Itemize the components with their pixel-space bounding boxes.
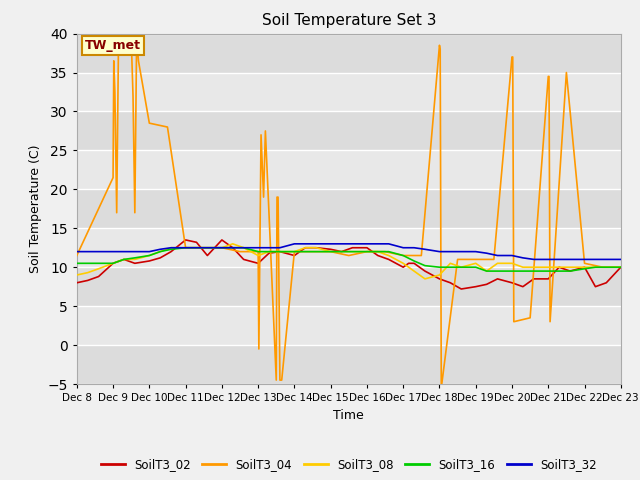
Bar <box>77 306 621 345</box>
Bar <box>77 189 621 228</box>
Bar <box>77 267 621 306</box>
Bar <box>77 72 621 111</box>
Bar <box>77 34 621 72</box>
Bar <box>77 150 621 189</box>
Bar <box>77 345 621 384</box>
Bar <box>77 111 621 150</box>
Y-axis label: Soil Temperature (C): Soil Temperature (C) <box>29 144 42 273</box>
Bar <box>77 228 621 267</box>
Text: TW_met: TW_met <box>85 39 141 52</box>
Title: Soil Temperature Set 3: Soil Temperature Set 3 <box>262 13 436 28</box>
X-axis label: Time: Time <box>333 408 364 421</box>
Legend: SoilT3_02, SoilT3_04, SoilT3_08, SoilT3_16, SoilT3_32: SoilT3_02, SoilT3_04, SoilT3_08, SoilT3_… <box>96 454 602 476</box>
